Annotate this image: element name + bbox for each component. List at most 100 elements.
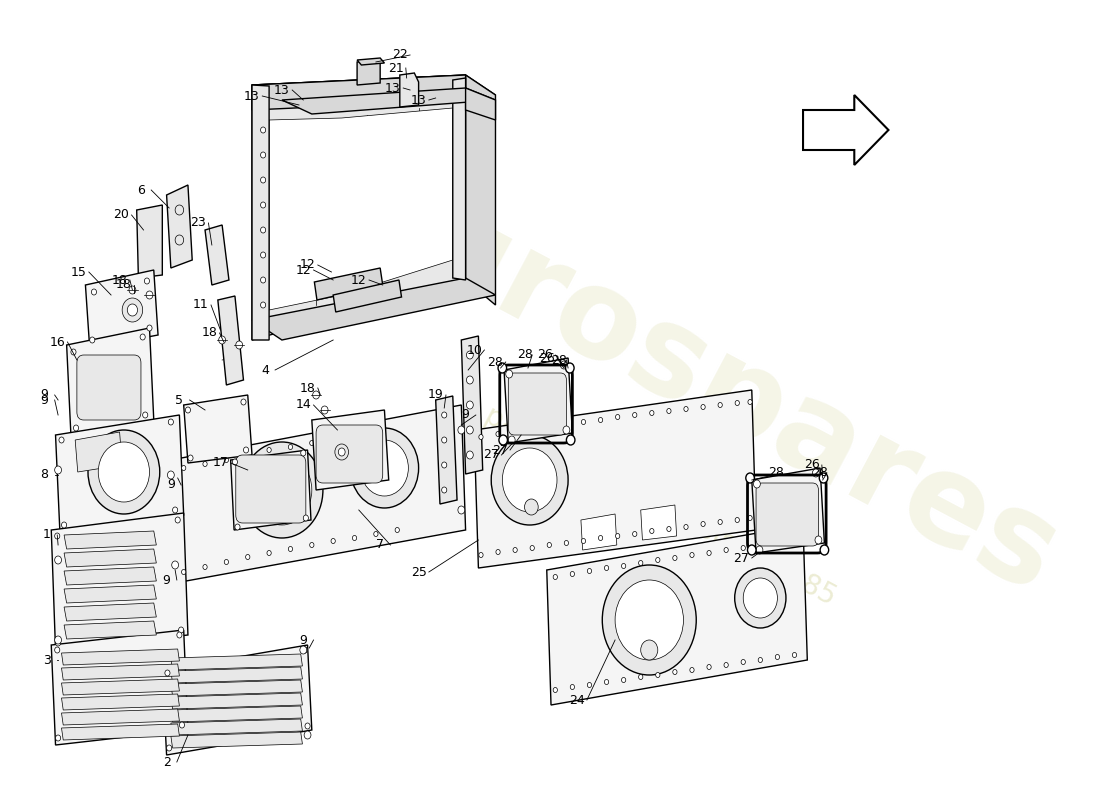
Circle shape: [632, 531, 637, 537]
Circle shape: [261, 252, 266, 258]
Text: 2: 2: [163, 755, 170, 769]
Circle shape: [352, 535, 356, 541]
Circle shape: [62, 522, 67, 528]
Circle shape: [587, 569, 592, 574]
Circle shape: [288, 546, 293, 551]
Circle shape: [530, 546, 535, 550]
Circle shape: [701, 522, 705, 526]
Polygon shape: [252, 278, 495, 340]
Circle shape: [321, 406, 328, 414]
Circle shape: [188, 455, 194, 461]
Circle shape: [513, 547, 517, 553]
Circle shape: [466, 451, 473, 459]
Text: 27: 27: [483, 449, 499, 462]
Polygon shape: [170, 693, 302, 709]
Circle shape: [300, 646, 307, 654]
Circle shape: [478, 553, 483, 558]
Text: 9: 9: [41, 394, 48, 406]
Circle shape: [300, 450, 306, 456]
Circle shape: [442, 437, 447, 443]
Circle shape: [503, 448, 557, 512]
Text: 9: 9: [167, 478, 175, 491]
Circle shape: [350, 428, 419, 508]
Circle shape: [604, 566, 608, 570]
Polygon shape: [64, 603, 156, 621]
Text: 27: 27: [734, 551, 749, 565]
Circle shape: [650, 410, 654, 415]
Polygon shape: [184, 395, 252, 463]
Circle shape: [564, 422, 569, 426]
Circle shape: [177, 632, 182, 638]
Circle shape: [776, 541, 780, 546]
Polygon shape: [252, 75, 465, 110]
Circle shape: [312, 391, 319, 399]
FancyBboxPatch shape: [235, 455, 306, 523]
Circle shape: [718, 402, 723, 407]
Circle shape: [98, 442, 150, 502]
Circle shape: [302, 647, 308, 653]
Circle shape: [55, 640, 60, 646]
Circle shape: [496, 550, 500, 554]
Text: 13: 13: [410, 94, 427, 106]
Circle shape: [478, 434, 483, 439]
Circle shape: [395, 527, 399, 533]
Circle shape: [466, 351, 473, 359]
Polygon shape: [399, 73, 419, 107]
Circle shape: [639, 561, 642, 566]
Circle shape: [792, 653, 796, 658]
Polygon shape: [62, 679, 179, 695]
Polygon shape: [136, 205, 163, 278]
Text: 17: 17: [212, 457, 229, 470]
Circle shape: [74, 425, 78, 431]
Circle shape: [639, 674, 642, 679]
Text: 11: 11: [192, 298, 209, 311]
Polygon shape: [64, 567, 156, 585]
Circle shape: [776, 654, 780, 659]
Circle shape: [224, 458, 229, 462]
Polygon shape: [252, 75, 495, 108]
Circle shape: [252, 455, 311, 525]
Polygon shape: [504, 358, 572, 443]
Circle shape: [245, 554, 250, 559]
Circle shape: [179, 722, 185, 728]
Polygon shape: [55, 415, 184, 530]
Circle shape: [374, 531, 378, 537]
Circle shape: [565, 363, 574, 373]
Text: 10: 10: [466, 343, 482, 357]
Circle shape: [821, 545, 828, 555]
Polygon shape: [270, 108, 453, 310]
Text: 12: 12: [299, 258, 316, 271]
Circle shape: [466, 376, 473, 384]
Polygon shape: [62, 649, 179, 665]
Text: 24: 24: [569, 694, 584, 706]
Circle shape: [758, 542, 762, 547]
Circle shape: [748, 545, 756, 555]
Polygon shape: [358, 60, 381, 85]
Polygon shape: [170, 654, 302, 670]
Polygon shape: [311, 410, 388, 490]
Polygon shape: [170, 405, 465, 583]
Polygon shape: [64, 531, 156, 549]
Circle shape: [143, 412, 147, 418]
Circle shape: [305, 723, 310, 729]
Circle shape: [310, 441, 314, 446]
Circle shape: [466, 401, 473, 409]
Circle shape: [55, 636, 62, 644]
Circle shape: [122, 298, 143, 322]
Text: 9: 9: [163, 574, 170, 586]
Polygon shape: [751, 468, 824, 553]
Circle shape: [603, 565, 696, 675]
Circle shape: [182, 466, 186, 470]
Polygon shape: [170, 706, 302, 722]
Text: 13: 13: [274, 83, 289, 97]
Circle shape: [144, 278, 150, 284]
Polygon shape: [640, 505, 676, 540]
Circle shape: [513, 430, 517, 434]
Circle shape: [267, 447, 272, 453]
Circle shape: [587, 682, 592, 687]
Text: 9: 9: [462, 409, 470, 422]
Circle shape: [167, 471, 174, 479]
Circle shape: [707, 550, 712, 555]
Circle shape: [735, 518, 739, 522]
Polygon shape: [75, 432, 122, 472]
